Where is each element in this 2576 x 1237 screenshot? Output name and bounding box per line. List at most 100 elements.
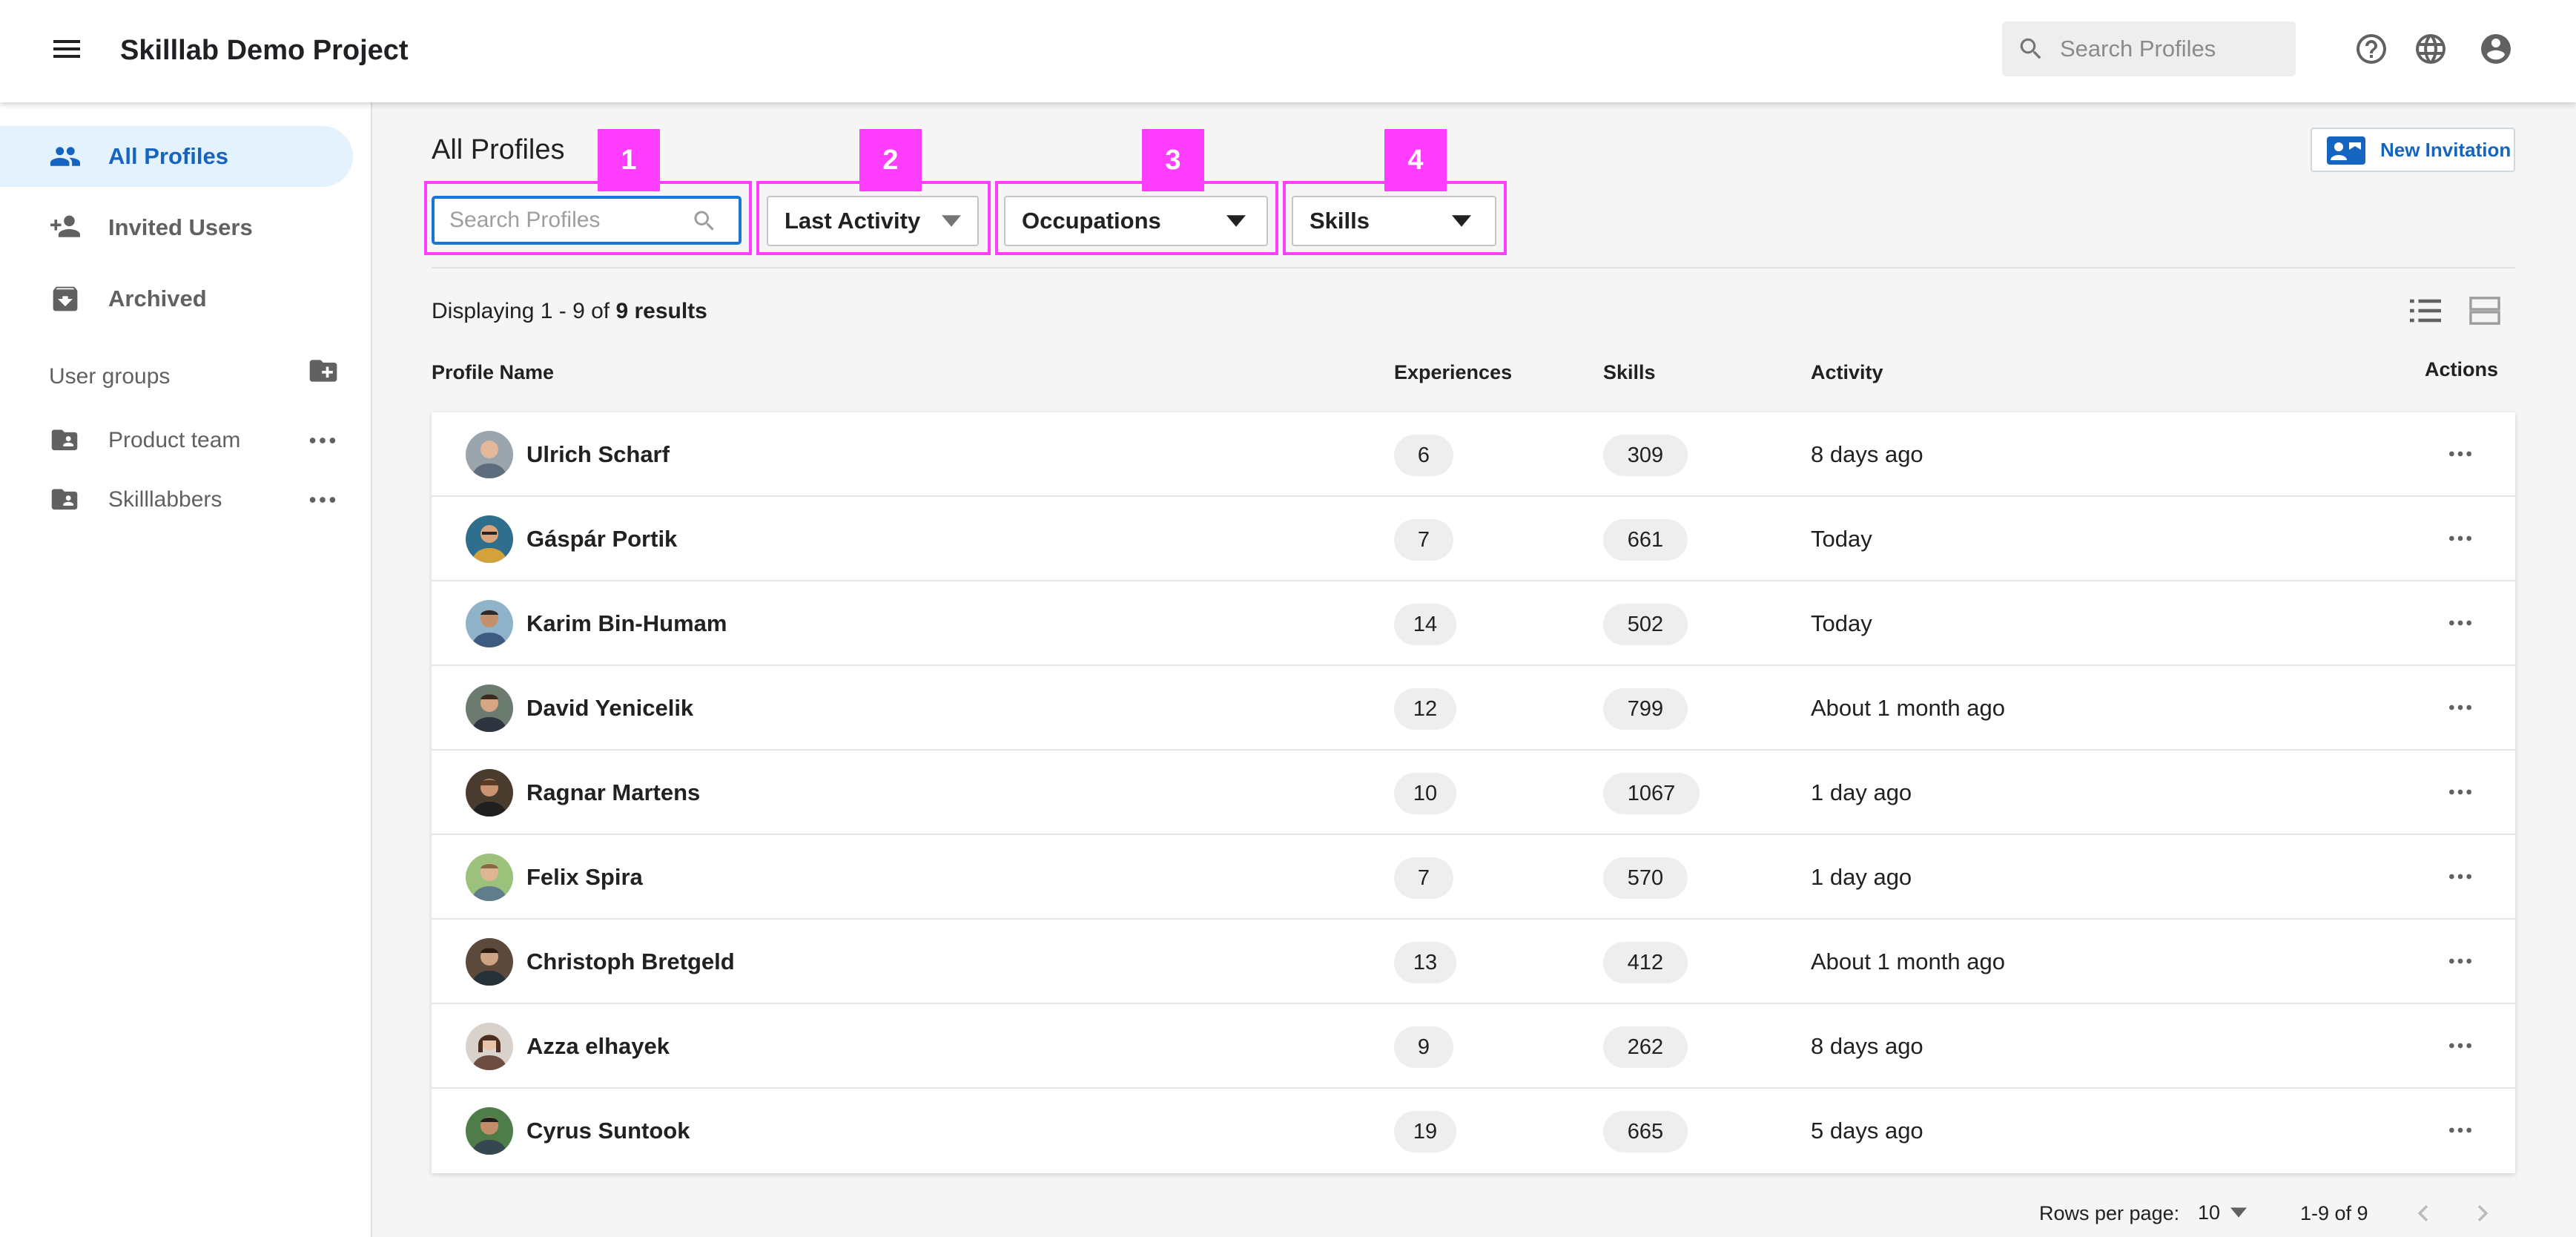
list-view-icon[interactable] <box>2408 295 2443 326</box>
search-icon <box>691 208 718 234</box>
app-title: Skilllab Demo Project <box>120 35 409 66</box>
add-group-icon[interactable] <box>307 354 340 387</box>
table-row[interactable]: Karim Bin-Humam 14 502 Today <box>432 581 2515 666</box>
sidebar-item-all-profiles[interactable]: All Profiles <box>0 126 353 187</box>
callout-badge-4: 4 <box>1384 129 1447 191</box>
profile-search-field[interactable] <box>432 196 742 245</box>
chevron-right-icon[interactable] <box>2466 1197 2499 1230</box>
globe-icon[interactable] <box>2413 31 2448 67</box>
sidebar-item-invited-users[interactable]: Invited Users <box>0 197 353 258</box>
more-horiz-icon[interactable] <box>2445 865 2475 888</box>
callout-badge-3: 3 <box>1142 129 1204 191</box>
card-view-icon[interactable] <box>2468 295 2502 326</box>
table-row[interactable]: Ragnar Martens 10 1067 1 day ago <box>432 751 2515 835</box>
more-horiz-icon[interactable] <box>2445 442 2475 466</box>
sidebar: All Profiles Invited Users Archived User… <box>0 102 372 1237</box>
skills-pill: 309 <box>1603 435 1688 476</box>
archive-icon <box>49 284 82 314</box>
profiles-table: Ulrich Scharf 6 309 8 days ago Gáspár Po… <box>432 412 2515 1173</box>
profile-name: Ragnar Martens <box>526 779 701 805</box>
rows-per-page-label: Rows per page: <box>2039 1202 2180 1224</box>
contact-mail-icon <box>2327 136 2365 165</box>
experiences-pill: 19 <box>1394 1111 1456 1152</box>
more-horiz-icon[interactable] <box>306 429 340 452</box>
skills-pill: 661 <box>1603 519 1688 561</box>
column-header-skills[interactable]: Skills <box>1603 361 1656 383</box>
activity-text: About 1 month ago <box>1811 695 2005 721</box>
more-horiz-icon[interactable] <box>2445 696 2475 719</box>
account-icon[interactable] <box>2478 31 2514 67</box>
person-add-icon <box>49 213 82 243</box>
avatar <box>466 685 513 732</box>
activity-text: 1 day ago <box>1811 779 1912 805</box>
group-item-label: Skilllabbers <box>108 487 222 512</box>
occupations-dropdown-label: Occupations <box>1022 208 1161 234</box>
more-horiz-icon[interactable] <box>2445 780 2475 804</box>
experiences-pill: 7 <box>1394 857 1453 899</box>
menu-icon[interactable] <box>49 31 85 67</box>
column-header-profile-name[interactable]: Profile Name <box>432 361 555 383</box>
profile-search-input[interactable] <box>449 199 687 242</box>
table-row[interactable]: Christoph Bretgeld 13 412 About 1 month … <box>432 920 2515 1004</box>
column-header-experiences[interactable]: Experiences <box>1394 361 1513 383</box>
table-row[interactable]: Felix Spira 7 570 1 day ago <box>432 835 2515 920</box>
help-icon[interactable] <box>2354 31 2389 67</box>
profile-name: David Yenicelik <box>526 695 694 721</box>
activity-text: 8 days ago <box>1811 1033 1923 1059</box>
new-invitation-button[interactable]: New Invitation <box>2311 128 2515 172</box>
avatar <box>466 600 513 647</box>
activity-text: 5 days ago <box>1811 1118 1923 1144</box>
skills-pill: 570 <box>1603 857 1688 899</box>
table-row[interactable]: Ulrich Scharf 6 309 8 days ago <box>432 412 2515 497</box>
more-horiz-icon[interactable] <box>2445 1118 2475 1142</box>
table-row[interactable]: Cyrus Suntook 19 665 5 days ago <box>432 1089 2515 1173</box>
sort-dropdown[interactable]: Last Activity <box>767 196 979 246</box>
people-icon <box>49 142 82 171</box>
header-search-input[interactable] <box>2060 22 2282 76</box>
skills-dropdown[interactable]: Skills <box>1292 196 1496 246</box>
more-horiz-icon[interactable] <box>2445 527 2475 550</box>
more-horiz-icon[interactable] <box>2445 949 2475 973</box>
avatar <box>466 1107 513 1155</box>
new-invitation-label: New Invitation <box>2380 139 2511 161</box>
chevron-left-icon[interactable] <box>2407 1197 2440 1230</box>
experiences-pill: 13 <box>1394 942 1456 983</box>
occupations-dropdown[interactable]: Occupations <box>1004 196 1268 246</box>
table-row[interactable]: Gáspár Portik 7 661 Today <box>432 497 2515 581</box>
profile-name: Karim Bin-Humam <box>526 610 727 636</box>
table-row[interactable]: David Yenicelik 12 799 About 1 month ago <box>432 666 2515 751</box>
header-search[interactable] <box>2002 22 2296 76</box>
profile-name: Azza elhayek <box>526 1033 670 1059</box>
folder-shared-icon <box>49 486 80 515</box>
filter-divider <box>432 267 2515 268</box>
pagination-range: 1-9 of 9 <box>2300 1202 2368 1224</box>
caret-down-icon <box>1226 214 1246 228</box>
more-horiz-icon[interactable] <box>306 488 340 512</box>
experiences-pill: 14 <box>1394 604 1456 645</box>
rows-per-page-select[interactable]: 10 <box>2195 1194 2262 1231</box>
sidebar-item-archived[interactable]: Archived <box>0 268 353 329</box>
sidebar-item-label: All Profiles <box>108 143 228 169</box>
group-item-label: Product team <box>108 428 241 452</box>
search-icon <box>2017 35 2045 63</box>
sidebar-item-label: Invited Users <box>108 214 253 240</box>
activity-text: 8 days ago <box>1811 441 1923 467</box>
column-header-activity[interactable]: Activity <box>1811 361 1883 383</box>
app-header: Skilllab Demo Project <box>0 0 2576 102</box>
caret-down-icon <box>1452 214 1471 228</box>
avatar <box>466 854 513 901</box>
activity-text: Today <box>1811 610 1872 636</box>
avatar <box>466 431 513 478</box>
profile-name: Christoph Bretgeld <box>526 949 735 974</box>
more-horiz-icon[interactable] <box>2445 1034 2475 1058</box>
avatar <box>466 515 513 563</box>
group-item-product-team[interactable]: Product team <box>0 414 353 467</box>
more-horiz-icon[interactable] <box>2445 611 2475 635</box>
table-row[interactable]: Azza elhayek 9 262 8 days ago <box>432 1004 2515 1089</box>
profile-name: Gáspár Portik <box>526 526 678 552</box>
avatar <box>466 769 513 817</box>
results-count: Displaying 1 - 9 of 9 results <box>432 294 707 329</box>
activity-text: Today <box>1811 526 1872 552</box>
group-item-skilllabbers[interactable]: Skilllabbers <box>0 473 353 527</box>
sidebar-item-label: Archived <box>108 286 207 311</box>
